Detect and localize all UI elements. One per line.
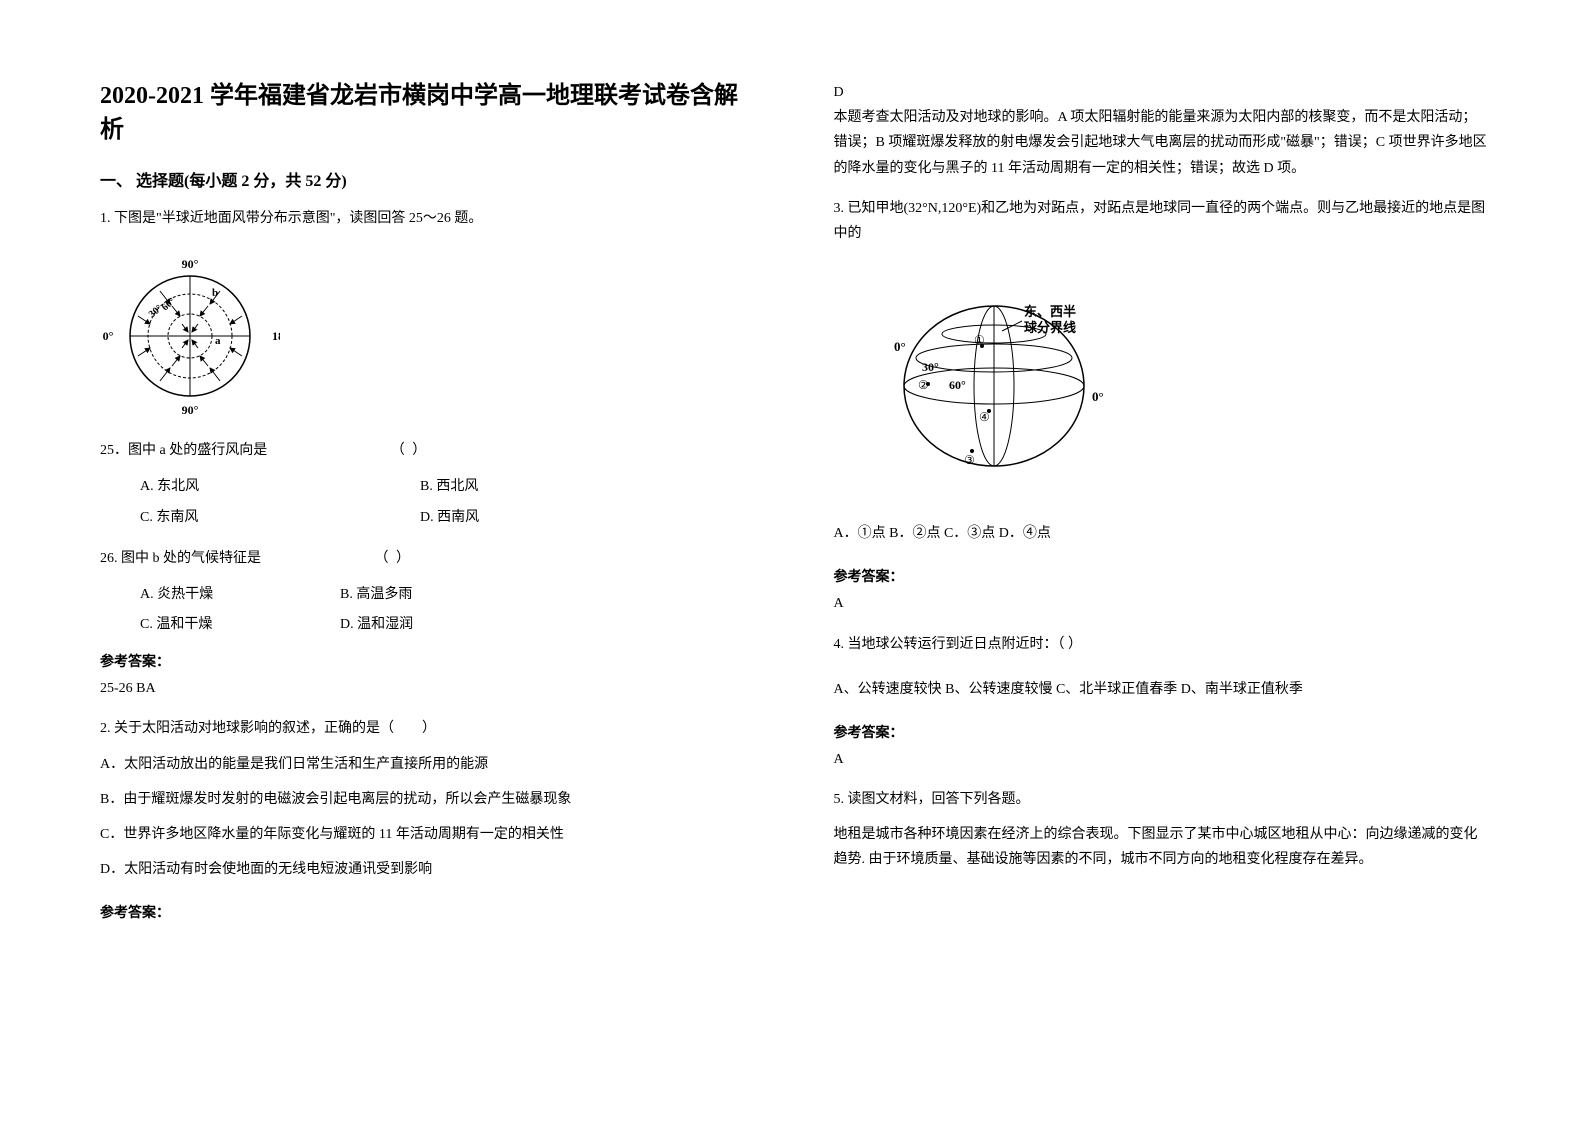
opt-26-b: B. 高温多雨 — [340, 580, 412, 611]
q3-answer: A — [834, 591, 1488, 616]
q3-label-0right: 0° — [1092, 389, 1104, 404]
q1-answer: 25-26 BA — [100, 676, 754, 701]
q3-point-3: ③ — [964, 453, 975, 467]
q3-label-30: 30° — [922, 360, 939, 374]
q2-explanation: 本题考查太阳活动及对地球的影响。A 项太阳辐射能的能量来源为太阳内部的核聚变，而… — [834, 105, 1488, 181]
diagram-label-left: 0° — [103, 329, 114, 343]
q1-sub25: 25．图中 a 处的盛行风向是 （ ） — [100, 436, 754, 467]
q1-answer-label: 参考答案： — [100, 651, 754, 671]
q4-answer: A — [834, 747, 1488, 772]
q3-point-1: ① — [974, 333, 985, 347]
q3-diagram: 东、西半 球分界线 0° 0° 30° 60° ① ② ③ ④ — [874, 286, 1488, 491]
q1-sub26: 26. 图中 b 处的气候特征是 （ ） — [100, 544, 754, 575]
left-column: 2020-2021 学年福建省龙岩市横岗中学高一地理联考试卷含解析 一、 选择题… — [100, 80, 754, 1042]
section-header: 一、 选择题(每小题 2 分，共 52 分) — [100, 167, 754, 191]
diagram-label-a: a — [215, 335, 221, 347]
page-title: 2020-2021 学年福建省龙岩市横岗中学高一地理联考试卷含解析 — [100, 80, 754, 147]
opt-25-b: B. 西北风 — [420, 472, 478, 503]
q3-label-60: 60° — [949, 378, 966, 392]
q3-label-title2: 球分界线 — [1024, 320, 1076, 335]
opt-25-c: C. 东南风 — [140, 503, 420, 534]
diagram-label-right: 180° — [272, 329, 280, 343]
q2-opt-b: B．由于耀斑爆发时发射的电磁波会引起电离层的扰动，所以会产生磁暴现象 — [100, 787, 754, 812]
sub26-paren: （ ） — [375, 551, 413, 566]
sub25-options-row2: C. 东南风 D. 西南风 — [100, 503, 754, 534]
q3-point-2: ② — [918, 378, 929, 392]
q3-options: A．①点 B．②点 C．③点 D．④点 — [834, 521, 1488, 546]
opt-25-a: A. 东北风 — [140, 472, 420, 503]
q4-intro: 4. 当地球公转运行到近日点附近时：（ ） — [834, 632, 1488, 657]
sub26-options-row1: A. 炎热干燥 B. 高温多雨 — [100, 580, 754, 611]
q1-intro: 1. 下图是"半球近地面风带分布示意图"，读图回答 25～26 题。 — [100, 206, 754, 231]
diagram-label-b: b — [212, 287, 218, 299]
q3-point-4: ④ — [979, 410, 990, 424]
sub26-options-row2: C. 温和干燥 D. 温和湿润 — [100, 610, 754, 641]
sub25-options-row1: A. 东北风 B. 西北风 — [100, 472, 754, 503]
sub25-paren: （ ） — [391, 443, 429, 458]
q1-diagram: 90° 90° 0° 180° — [100, 256, 754, 421]
q3-intro: 3. 已知甲地(32°N,120°E)和乙地为对跖点，对跖点是地球同一直径的两个… — [834, 196, 1488, 246]
opt-26-c: C. 温和干燥 — [140, 610, 340, 641]
opt-25-d: D. 西南风 — [420, 503, 479, 534]
q2-answer-label: 参考答案： — [100, 902, 754, 922]
q2-opt-a: A．太阳活动放出的能量是我们日常生活和生产直接所用的能源 — [100, 752, 754, 777]
q2-opt-c: C．世界许多地区降水量的年际变化与耀斑的 11 年活动周期有一定的相关性 — [100, 822, 754, 847]
q4-answer-label: 参考答案： — [834, 722, 1488, 742]
q5-intro: 5. 读图文材料，回答下列各题。 — [834, 787, 1488, 812]
q3-answer-label: 参考答案： — [834, 566, 1488, 586]
q5-text: 地租是城市各种环境因素在经济上的综合表现。下图显示了某市中心城区地租从中心：向边… — [834, 822, 1488, 872]
diagram-label-bottom: 90° — [182, 403, 199, 416]
opt-26-a: A. 炎热干燥 — [140, 580, 340, 611]
q3-label-title1: 东、西半 — [1024, 304, 1076, 319]
q3-label-0left: 0° — [894, 339, 906, 354]
right-column: D 本题考查太阳活动及对地球的影响。A 项太阳辐射能的能量来源为太阳内部的核聚变… — [834, 80, 1488, 1042]
sub26-text: 26. 图中 b 处的气候特征是 — [100, 551, 261, 566]
q2-answer: D — [834, 80, 1488, 105]
diagram-label-top: 90° — [182, 257, 199, 271]
q2-opt-d: D．太阳活动有时会使地面的无线电短波通讯受到影响 — [100, 857, 754, 882]
opt-26-d: D. 温和湿润 — [340, 610, 413, 641]
q2-intro: 2. 关于太阳活动对地球影响的叙述，正确的是（ ） — [100, 716, 754, 741]
sub25-text: 25．图中 a 处的盛行风向是 — [100, 443, 267, 458]
q4-options: A、公转速度较快 B、公转速度较慢 C、北半球正值春季 D、南半球正值秋季 — [834, 677, 1488, 702]
